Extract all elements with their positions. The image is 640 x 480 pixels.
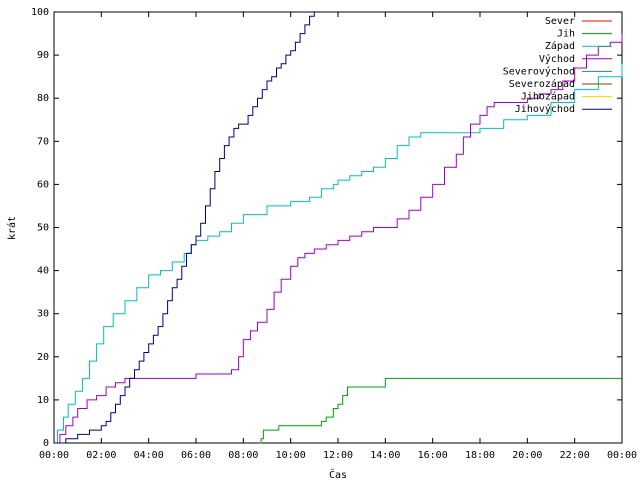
y-tick-label: 10 <box>37 395 49 406</box>
x-tick-label: 18:00 <box>465 450 495 461</box>
y-tick-label: 30 <box>37 309 49 320</box>
series-line-zapad <box>54 63 623 444</box>
x-tick-label: 06:00 <box>181 450 211 461</box>
legend-label: Jih <box>557 29 575 40</box>
y-axis: 0 10 20 30 40 50 60 70 80 90 100 <box>31 7 622 449</box>
x-tick-label: 20:00 <box>512 450 542 461</box>
legend-label: Východ <box>539 53 575 65</box>
x-tick-label: 10:00 <box>276 450 306 461</box>
x-tick-label: 04:00 <box>134 450 164 461</box>
legend-label: Západ <box>545 40 575 52</box>
x-tick-label: 08:00 <box>228 450 258 461</box>
series-line-vychod <box>54 33 623 444</box>
x-axis: 00:00 02:00 04:00 06:00 08:00 10:00 12:00 14:00… <box>39 12 637 461</box>
x-tick-label: 22:00 <box>560 450 590 461</box>
y-tick-label: 40 <box>37 266 49 277</box>
legend-label: Sever <box>545 16 575 27</box>
x-tick-label: 00:00 <box>607 450 637 461</box>
y-tick-label: 90 <box>37 50 49 61</box>
x-tick-label: 12:00 <box>323 450 353 461</box>
y-tick-label: 50 <box>37 223 49 234</box>
y-tick-label: 0 <box>43 438 49 449</box>
y-tick-label: 60 <box>37 179 49 190</box>
series-line-jih <box>259 377 622 444</box>
series-layer <box>54 12 623 444</box>
x-tick-label: 16:00 <box>418 450 448 461</box>
legend-label: Severovýchod <box>503 65 575 77</box>
y-tick-label: 100 <box>31 7 49 18</box>
series-line-jihovychod <box>54 12 315 444</box>
y-tick-label: 80 <box>37 93 49 104</box>
x-tick-label: 14:00 <box>370 450 400 461</box>
legend: Sever JihZápadVýchodSeverovýchodSeverozáp… <box>503 16 612 115</box>
y-axis-label: krát <box>6 216 18 240</box>
y-tick-label: 70 <box>37 136 49 147</box>
legend-label: Jihozápad <box>521 91 575 103</box>
legend-label: Severozápad <box>509 78 575 90</box>
x-tick-label: 02:00 <box>86 450 116 461</box>
x-tick-label: 00:00 <box>39 450 69 461</box>
x-axis-label: Čas <box>329 468 347 480</box>
y-tick-label: 20 <box>37 352 49 363</box>
legend-label: Jihovýchod <box>515 103 575 115</box>
